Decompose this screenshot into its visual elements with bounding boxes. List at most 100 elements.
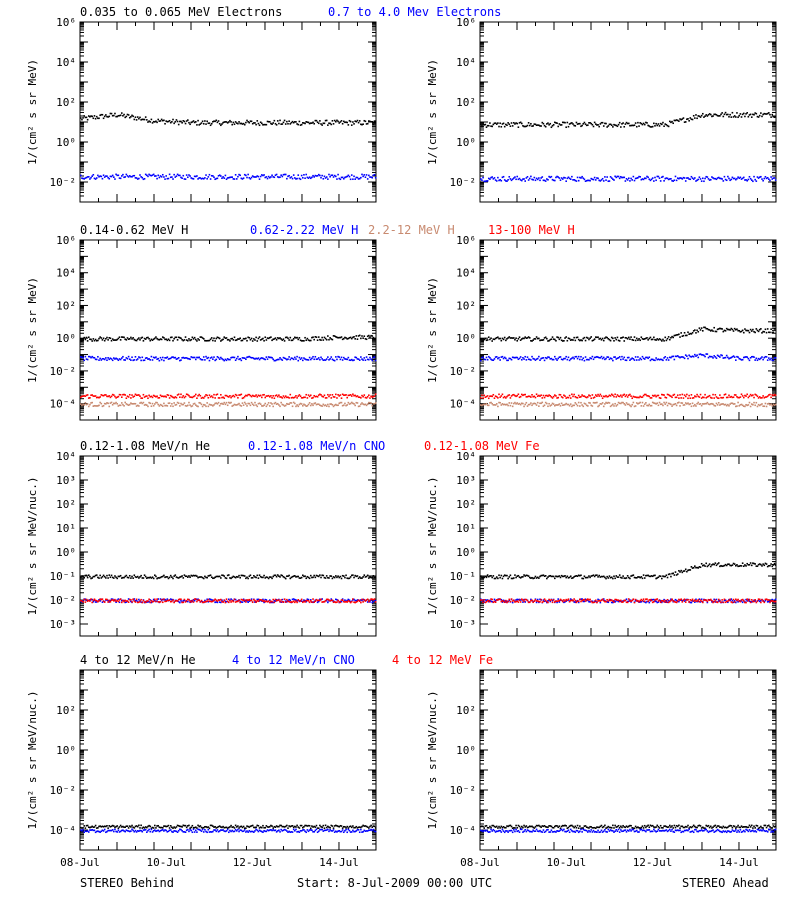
data-point bbox=[108, 599, 111, 602]
data-point bbox=[547, 405, 549, 408]
data-point bbox=[700, 327, 703, 329]
data-point bbox=[289, 358, 292, 361]
data-point bbox=[82, 599, 84, 602]
data-point bbox=[543, 337, 546, 339]
data-point bbox=[149, 402, 152, 405]
data-point bbox=[736, 112, 738, 114]
data-point bbox=[352, 598, 354, 600]
data-point bbox=[560, 358, 563, 361]
data-point bbox=[592, 339, 595, 341]
data-point bbox=[769, 331, 771, 334]
data-point bbox=[320, 339, 322, 341]
data-point bbox=[356, 176, 359, 179]
data-point bbox=[747, 329, 750, 332]
data-point bbox=[123, 393, 125, 396]
data-point bbox=[339, 121, 342, 123]
data-point bbox=[314, 355, 317, 358]
data-point bbox=[354, 599, 356, 602]
data-point bbox=[534, 338, 537, 340]
data-point bbox=[207, 122, 210, 125]
data-point bbox=[183, 357, 186, 359]
data-point bbox=[97, 600, 99, 603]
data-point bbox=[331, 338, 334, 341]
data-point bbox=[317, 575, 320, 578]
data-point bbox=[274, 337, 277, 339]
data-point bbox=[249, 120, 252, 122]
data-point bbox=[362, 359, 364, 361]
data-point bbox=[646, 337, 648, 339]
data-point bbox=[317, 357, 320, 359]
data-point bbox=[308, 176, 311, 178]
data-point bbox=[99, 175, 101, 177]
data-point bbox=[617, 339, 620, 342]
y-axis-label: 1/(cm² s sr MeV) bbox=[426, 59, 439, 165]
data-point bbox=[565, 126, 567, 129]
data-point bbox=[209, 574, 212, 576]
data-point bbox=[655, 122, 657, 125]
data-point bbox=[305, 405, 308, 407]
data-point bbox=[232, 599, 235, 602]
data-point bbox=[758, 328, 761, 331]
data-point bbox=[585, 396, 588, 399]
data-point bbox=[307, 359, 310, 361]
data-point bbox=[164, 404, 166, 407]
data-point bbox=[182, 356, 185, 359]
data-point bbox=[542, 122, 545, 125]
data-point bbox=[482, 356, 484, 359]
data-point bbox=[709, 403, 712, 405]
data-point bbox=[516, 394, 519, 397]
data-point bbox=[347, 598, 350, 601]
data-point bbox=[82, 575, 84, 577]
data-point bbox=[130, 359, 132, 361]
data-point bbox=[156, 401, 158, 404]
data-point bbox=[163, 402, 165, 405]
data-point bbox=[164, 395, 166, 398]
data-point bbox=[188, 394, 190, 397]
data-point bbox=[249, 356, 252, 359]
data-point bbox=[325, 119, 328, 122]
data-point bbox=[312, 336, 314, 338]
data-point bbox=[502, 175, 505, 178]
data-point bbox=[536, 401, 539, 404]
data-point bbox=[207, 405, 210, 408]
data-point bbox=[275, 394, 278, 396]
data-point bbox=[546, 337, 548, 340]
data-point bbox=[106, 175, 108, 177]
data-point bbox=[683, 394, 686, 396]
data-point bbox=[622, 358, 624, 360]
data-point bbox=[133, 574, 136, 577]
data-point bbox=[495, 356, 498, 358]
data-point bbox=[770, 396, 772, 399]
data-point bbox=[231, 123, 234, 126]
data-point bbox=[110, 574, 113, 577]
data-point bbox=[569, 397, 572, 399]
data-point bbox=[204, 575, 206, 578]
data-point bbox=[559, 336, 562, 339]
data-point bbox=[522, 394, 524, 397]
data-point bbox=[305, 600, 308, 603]
data-point bbox=[679, 118, 681, 120]
data-point bbox=[125, 397, 128, 400]
data-point bbox=[297, 359, 300, 362]
data-point bbox=[125, 173, 128, 176]
data-point bbox=[159, 576, 162, 579]
data-point bbox=[358, 576, 361, 578]
data-point bbox=[485, 339, 488, 342]
data-point bbox=[312, 601, 314, 604]
series-0-7-to-4-0-mev-electrons bbox=[480, 175, 777, 183]
data-point bbox=[674, 334, 677, 337]
data-point bbox=[265, 176, 268, 178]
data-point bbox=[100, 577, 103, 579]
data-point bbox=[682, 397, 685, 399]
data-point bbox=[98, 176, 100, 178]
data-point bbox=[580, 401, 582, 404]
data-point bbox=[742, 396, 745, 399]
data-point bbox=[221, 600, 223, 603]
data-point bbox=[742, 356, 745, 359]
data-point bbox=[199, 123, 202, 125]
data-point bbox=[360, 337, 362, 340]
data-point bbox=[197, 599, 199, 601]
data-point bbox=[229, 176, 231, 179]
data-point bbox=[532, 402, 534, 405]
data-point bbox=[364, 359, 367, 362]
